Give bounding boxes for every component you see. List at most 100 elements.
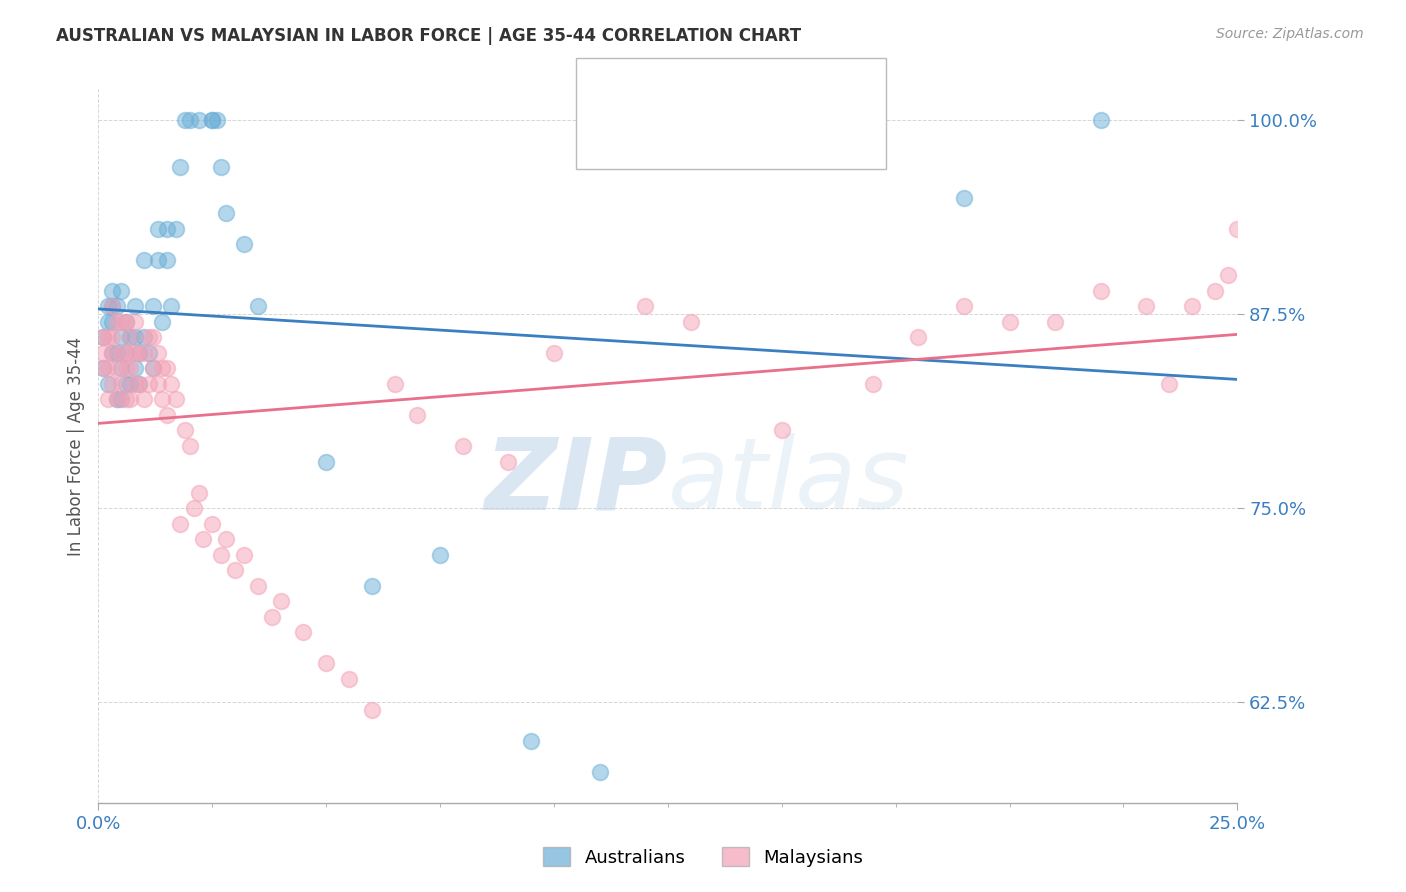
Point [1090, 284, 1112, 298]
Point [120, 392, 142, 407]
Point [246, 579, 269, 593]
Point [953, 299, 976, 313]
Point [165, 222, 187, 236]
Point [110, 315, 132, 329]
Point [132, 252, 155, 267]
Point [124, 346, 146, 360]
Text: N = 80: N = 80 [763, 125, 837, 144]
Point [101, 346, 124, 360]
Point [101, 299, 124, 313]
Point [174, 113, 197, 128]
Point [91, 361, 114, 376]
Point [187, 113, 209, 128]
Point [270, 594, 292, 608]
Point [1181, 299, 1204, 313]
Point [543, 346, 565, 360]
Point [1090, 113, 1112, 128]
Point [179, 113, 201, 128]
Point [101, 346, 124, 360]
Point [160, 299, 183, 313]
Point [110, 361, 132, 376]
Point [101, 299, 124, 313]
Point [588, 764, 610, 779]
Point [451, 439, 474, 453]
Point [337, 672, 360, 686]
Point [360, 579, 382, 593]
Point [520, 733, 543, 747]
Point [128, 376, 150, 391]
Point [429, 548, 451, 562]
Point [315, 454, 337, 468]
Point [260, 609, 283, 624]
Point [142, 299, 165, 313]
Point [114, 346, 136, 360]
Text: AUSTRALIAN VS MALAYSIAN IN LABOR FORCE | AGE 35-44 CORRELATION CHART: AUSTRALIAN VS MALAYSIAN IN LABOR FORCE |… [56, 27, 801, 45]
Point [201, 113, 224, 128]
Point [679, 315, 702, 329]
Point [124, 376, 146, 391]
Point [96, 315, 118, 329]
Point [132, 330, 155, 344]
Point [1204, 284, 1226, 298]
Point [114, 315, 136, 329]
Point [201, 113, 224, 128]
Point [315, 656, 337, 670]
Point [907, 330, 929, 344]
Bar [598, 119, 633, 152]
Point [1135, 299, 1157, 313]
Point [1218, 268, 1240, 283]
Point [128, 376, 150, 391]
Point [183, 501, 205, 516]
Point [124, 299, 146, 313]
Point [105, 392, 128, 407]
Point [498, 454, 520, 468]
Text: R = 0.282: R = 0.282 [644, 83, 751, 102]
Point [124, 330, 146, 344]
Point [101, 284, 124, 298]
Point [114, 346, 136, 360]
Point [953, 191, 976, 205]
Point [146, 346, 169, 360]
Point [138, 346, 160, 360]
Point [360, 703, 382, 717]
Point [384, 376, 406, 391]
Point [156, 222, 179, 236]
Point [634, 299, 657, 313]
Point [193, 532, 215, 546]
Point [105, 361, 128, 376]
Point [406, 408, 429, 422]
Point [101, 330, 124, 344]
Point [179, 439, 201, 453]
Point [998, 315, 1021, 329]
Point [215, 532, 238, 546]
Point [1043, 315, 1066, 329]
Point [150, 315, 173, 329]
Point [105, 392, 128, 407]
Point [101, 315, 124, 329]
Point [96, 361, 118, 376]
Point [132, 346, 155, 360]
Point [128, 346, 150, 360]
Point [205, 113, 228, 128]
Point [105, 315, 128, 329]
Legend: Australians, Malaysians: Australians, Malaysians [536, 840, 870, 874]
Point [142, 330, 165, 344]
Point [156, 252, 179, 267]
Text: R = 0.360: R = 0.360 [644, 125, 749, 144]
Point [105, 346, 128, 360]
Point [165, 392, 187, 407]
Point [91, 330, 114, 344]
Point [101, 376, 124, 391]
Point [146, 252, 169, 267]
Point [120, 376, 142, 391]
Point [114, 315, 136, 329]
Text: N = 56: N = 56 [763, 83, 838, 102]
Point [150, 361, 173, 376]
Point [1226, 222, 1249, 236]
Point [138, 330, 160, 344]
Point [96, 330, 118, 344]
Point [91, 361, 114, 376]
Point [201, 516, 224, 531]
Point [110, 284, 132, 298]
Point [1157, 376, 1180, 391]
